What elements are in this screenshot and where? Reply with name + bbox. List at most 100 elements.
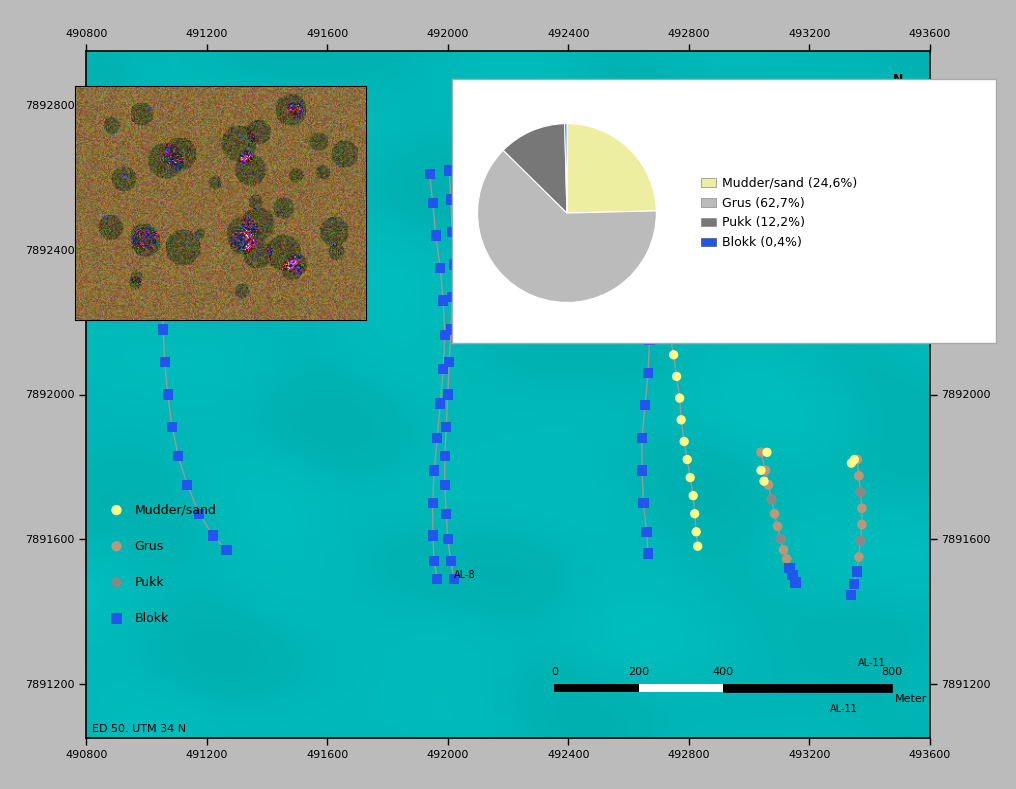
- Point: [444, 290, 460, 303]
- Point: [429, 573, 445, 585]
- Point: [443, 323, 459, 336]
- Point: [656, 301, 673, 314]
- Point: [441, 356, 457, 368]
- Point: [632, 272, 648, 285]
- Point: [109, 540, 125, 552]
- Point: [437, 328, 453, 341]
- Point: [440, 388, 456, 401]
- Point: [626, 244, 642, 256]
- Point: [852, 534, 869, 547]
- Point: [641, 334, 657, 346]
- Point: [160, 388, 176, 401]
- Point: [444, 226, 460, 238]
- Point: [191, 507, 207, 520]
- Bar: [723, 684, 892, 693]
- Point: [164, 150, 180, 163]
- Point: [435, 363, 451, 376]
- Point: [687, 507, 703, 520]
- Text: 800: 800: [881, 667, 902, 677]
- Point: [853, 502, 870, 514]
- Point: [429, 432, 445, 444]
- Legend: Mudder/sand (24,6%), Grus (62,7%), Pukk (12,2%), Blokk (0,4%): Mudder/sand (24,6%), Grus (62,7%), Pukk …: [696, 172, 863, 254]
- Point: [843, 457, 860, 469]
- Point: [164, 128, 180, 140]
- Text: Grus: Grus: [134, 540, 164, 553]
- Point: [437, 450, 453, 462]
- Point: [853, 518, 870, 531]
- Point: [162, 88, 178, 101]
- Point: [438, 421, 454, 433]
- Point: [425, 196, 441, 209]
- Point: [635, 496, 651, 509]
- Point: [679, 453, 695, 466]
- Text: Meter: Meter: [895, 694, 927, 705]
- Point: [784, 569, 801, 581]
- Text: AL-11: AL-11: [830, 704, 858, 714]
- Point: [179, 478, 195, 491]
- Point: [852, 486, 869, 499]
- Point: [848, 565, 865, 578]
- Point: [759, 446, 775, 458]
- Point: [438, 507, 454, 520]
- Point: [163, 92, 179, 105]
- Point: [438, 507, 454, 520]
- Point: [156, 356, 173, 368]
- Text: AL-7: AL-7: [162, 86, 184, 96]
- Point: [787, 576, 804, 589]
- Point: [156, 356, 173, 368]
- Point: [170, 450, 186, 462]
- Point: [435, 363, 451, 376]
- Point: [428, 230, 444, 242]
- Point: [204, 529, 220, 542]
- Point: [682, 471, 698, 484]
- Point: [440, 533, 456, 545]
- Point: [849, 453, 866, 466]
- Point: [641, 334, 657, 346]
- Point: [644, 226, 660, 238]
- Point: [428, 230, 444, 242]
- Point: [426, 464, 442, 477]
- Point: [669, 370, 685, 383]
- Point: [109, 576, 125, 589]
- Point: [848, 565, 865, 578]
- Point: [638, 301, 654, 314]
- Point: [672, 392, 688, 405]
- Point: [440, 533, 456, 545]
- Point: [784, 569, 801, 581]
- Point: [766, 507, 782, 520]
- Point: [635, 496, 651, 509]
- Text: Blokk: Blokk: [134, 612, 169, 625]
- Point: [432, 262, 448, 275]
- Point: [160, 388, 176, 401]
- Point: [763, 493, 779, 506]
- Point: [634, 464, 650, 477]
- Point: [846, 453, 863, 466]
- Point: [425, 529, 441, 542]
- Point: [673, 413, 689, 426]
- Point: [160, 233, 176, 245]
- Point: [438, 421, 454, 433]
- Point: [437, 328, 453, 341]
- Point: [446, 258, 462, 271]
- Point: [155, 323, 172, 336]
- Point: [218, 544, 235, 556]
- Point: [852, 534, 869, 547]
- Point: [191, 507, 207, 520]
- Point: [422, 168, 438, 181]
- Wedge shape: [503, 124, 567, 213]
- Point: [638, 525, 654, 538]
- Point: [218, 544, 235, 556]
- Point: [441, 356, 457, 368]
- Point: [665, 349, 682, 361]
- Bar: [723, 684, 892, 693]
- Point: [632, 272, 648, 285]
- Point: [446, 258, 462, 271]
- Point: [155, 323, 172, 336]
- Point: [661, 325, 678, 338]
- Text: ED 50. UTM 34 N: ED 50. UTM 34 N: [92, 724, 187, 734]
- Point: [640, 547, 656, 559]
- Point: [164, 421, 180, 433]
- Point: [634, 464, 650, 477]
- Point: [164, 421, 180, 433]
- Point: [155, 323, 172, 336]
